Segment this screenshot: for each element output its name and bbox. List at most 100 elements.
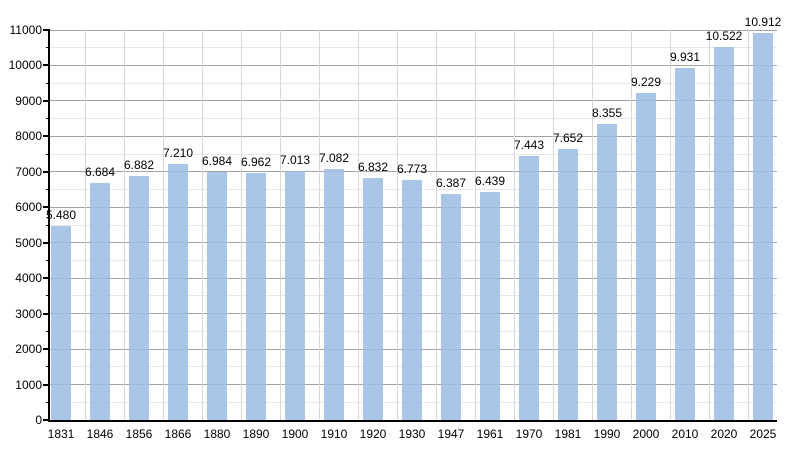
bar bbox=[51, 225, 71, 420]
bar bbox=[363, 177, 383, 420]
gridline-vertical bbox=[513, 30, 515, 420]
bar-value-label: 10.522 bbox=[705, 28, 743, 43]
bar-value-label: 9.931 bbox=[669, 49, 701, 64]
y-tick-label: 2000 bbox=[15, 342, 42, 357]
y-tick bbox=[43, 206, 50, 209]
y-tick-minor bbox=[46, 189, 50, 191]
y-tick bbox=[43, 383, 50, 386]
y-tick bbox=[43, 29, 50, 31]
bar-value-label: 6.984 bbox=[201, 154, 233, 169]
gridline-major bbox=[50, 135, 777, 137]
gridline-minor bbox=[50, 153, 777, 155]
y-tick bbox=[43, 419, 50, 421]
bar bbox=[90, 183, 110, 420]
bar bbox=[558, 148, 578, 420]
gridline-vertical bbox=[591, 30, 593, 420]
bar bbox=[402, 179, 422, 420]
bar-value-label: 6.387 bbox=[435, 175, 467, 190]
y-tick-minor bbox=[46, 82, 50, 84]
y-tick-minor bbox=[46, 118, 50, 120]
x-tick-label: 2025 bbox=[749, 427, 777, 441]
gridline-vertical bbox=[435, 30, 437, 420]
y-tick bbox=[43, 64, 50, 67]
bar-value-label: 7.210 bbox=[162, 146, 194, 161]
gridline-vertical bbox=[474, 30, 476, 420]
gridline-vertical bbox=[357, 30, 359, 420]
y-tick bbox=[43, 135, 50, 138]
y-tick-label: 6000 bbox=[15, 200, 42, 215]
gridline-minor bbox=[50, 47, 777, 49]
bar-value-label: 7.082 bbox=[318, 150, 350, 165]
y-tick-label: 11000 bbox=[9, 23, 42, 37]
bar-value-label: 6.439 bbox=[474, 173, 506, 188]
gridline-vertical bbox=[630, 30, 632, 420]
bar bbox=[129, 176, 149, 420]
y-tick-minor bbox=[46, 224, 50, 226]
x-tick-label: 1961 bbox=[476, 427, 504, 441]
bar bbox=[480, 191, 500, 420]
bar bbox=[441, 193, 461, 420]
gridline-vertical bbox=[669, 30, 671, 420]
bar-value-label: 5.480 bbox=[45, 207, 77, 222]
x-tick-label: 1831 bbox=[47, 427, 75, 441]
gridline-vertical bbox=[279, 30, 281, 420]
gridline-vertical bbox=[201, 30, 203, 420]
gridline-major bbox=[50, 171, 777, 173]
bar bbox=[519, 156, 539, 420]
x-tick-label: 1920 bbox=[359, 427, 387, 441]
gridline-minor bbox=[50, 82, 777, 84]
gridline-vertical bbox=[396, 30, 398, 420]
y-tick-label: 1000 bbox=[15, 377, 42, 392]
y-tick-minor bbox=[46, 401, 50, 403]
x-tick-label: 1947 bbox=[437, 427, 465, 441]
y-tick bbox=[43, 312, 50, 315]
bar bbox=[714, 46, 734, 420]
gridline-major bbox=[50, 29, 777, 31]
gridline-vertical bbox=[708, 30, 710, 420]
x-tick-label: 1900 bbox=[281, 427, 309, 441]
y-tick-label: 5000 bbox=[15, 235, 42, 250]
bar bbox=[636, 92, 656, 420]
x-tick-label: 1910 bbox=[320, 427, 348, 441]
bar-value-label: 6.882 bbox=[123, 158, 155, 173]
y-tick-minor bbox=[46, 47, 50, 49]
bar bbox=[285, 171, 305, 420]
gridline-vertical bbox=[747, 30, 749, 420]
x-tick-label: 1981 bbox=[554, 427, 582, 441]
gridline-vertical bbox=[240, 30, 242, 420]
x-tick-label: 1856 bbox=[125, 427, 153, 441]
bar bbox=[597, 123, 617, 420]
gridline-major bbox=[50, 100, 777, 102]
gridline-vertical bbox=[162, 30, 164, 420]
gridline-minor bbox=[50, 118, 777, 120]
x-tick-label: 1866 bbox=[164, 427, 192, 441]
y-tick-label: 0 bbox=[35, 413, 42, 427]
gridline-major bbox=[50, 64, 777, 66]
bar bbox=[207, 172, 227, 420]
y-tick bbox=[43, 170, 50, 173]
x-tick-label: 1930 bbox=[398, 427, 426, 441]
bar-value-label: 10.912 bbox=[744, 15, 782, 30]
x-tick-label: 1970 bbox=[515, 427, 543, 441]
y-tick bbox=[43, 241, 50, 244]
x-tick-label: 1990 bbox=[593, 427, 621, 441]
x-axis-line bbox=[48, 420, 777, 422]
bar-value-label: 7.013 bbox=[279, 153, 311, 168]
y-tick-minor bbox=[46, 330, 50, 332]
bar-value-label: 6.773 bbox=[396, 161, 428, 176]
bar-value-label: 6.832 bbox=[357, 159, 389, 174]
gridline-vertical bbox=[318, 30, 320, 420]
bar bbox=[168, 164, 188, 420]
y-tick-minor bbox=[46, 366, 50, 368]
y-tick bbox=[43, 348, 50, 351]
gridline-vertical bbox=[123, 30, 125, 420]
bar-value-label: 6.684 bbox=[84, 165, 116, 180]
gridline-vertical bbox=[552, 30, 554, 420]
bar bbox=[753, 33, 773, 420]
x-tick-label: 1890 bbox=[242, 427, 270, 441]
x-tick-label: 1880 bbox=[203, 427, 231, 441]
y-tick-label: 4000 bbox=[15, 271, 42, 286]
bar bbox=[324, 168, 344, 420]
x-tick-label: 2010 bbox=[671, 427, 699, 441]
